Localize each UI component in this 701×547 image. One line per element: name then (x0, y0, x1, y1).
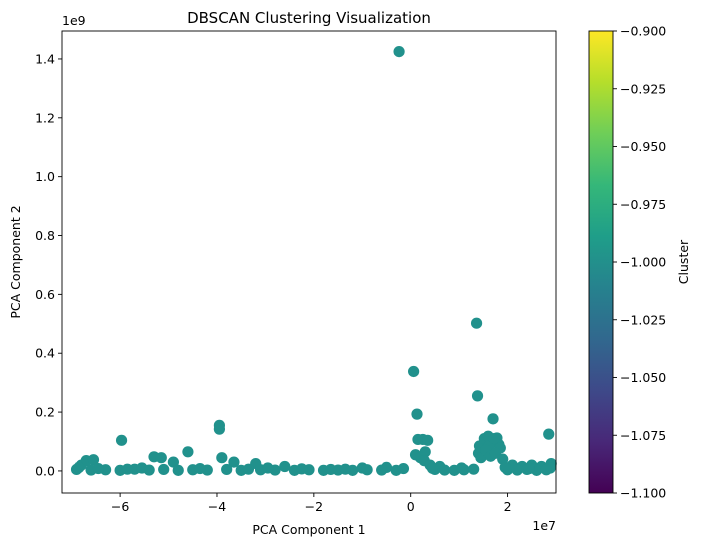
x-tick-label: −2 (305, 499, 323, 514)
data-point (136, 462, 148, 474)
data-point (339, 463, 351, 475)
data-point (158, 463, 170, 476)
colorbar-tick-label: −0.950 (620, 139, 666, 154)
x-tick-label: −6 (111, 499, 129, 514)
data-point (155, 452, 167, 464)
x-tick-label: 0 (407, 499, 415, 514)
y-tick-label: 1.0 (35, 169, 55, 184)
data-point (422, 434, 434, 446)
data-point (262, 462, 274, 474)
data-point (523, 462, 535, 475)
y-tick-label: 0.0 (35, 463, 55, 478)
data-point (361, 464, 373, 476)
data-point (213, 423, 226, 435)
data-point (87, 454, 100, 466)
colorbar-tick-label: −1.100 (620, 486, 666, 501)
data-point (543, 428, 555, 440)
data-point (487, 413, 499, 425)
colorbar-tick-label: −1.025 (620, 312, 666, 327)
x-offset-label: 1e7 (532, 518, 556, 533)
data-point (296, 463, 308, 475)
y-tick-label: 1.4 (35, 51, 55, 66)
y-tick-label: 0.6 (35, 287, 55, 302)
colorbar-tick-label: −1.000 (620, 255, 666, 270)
data-point (411, 408, 423, 420)
data-point (511, 464, 523, 476)
data-point (470, 317, 483, 329)
colorbar-tick-label: −0.925 (620, 81, 666, 96)
y-tick-label: 0.2 (35, 405, 55, 420)
data-point (468, 463, 480, 475)
data-point (279, 460, 291, 473)
data-point (408, 365, 420, 378)
colorbar-tick-label: −1.075 (620, 428, 666, 443)
data-point (228, 456, 240, 468)
data-point (325, 463, 337, 476)
colorbar-label: Cluster (676, 239, 691, 284)
data-point (397, 462, 410, 475)
scatter-points (70, 45, 557, 476)
data-point (92, 462, 104, 475)
data-point (121, 463, 133, 475)
data-point (221, 463, 233, 476)
data-point (439, 464, 451, 476)
data-point (455, 462, 468, 474)
data-point (376, 464, 388, 476)
data-point (73, 461, 85, 473)
y-tick-label: 0.4 (35, 346, 55, 361)
y-axis: 0.0 0.2 0.4 0.6 0.8 1.0 1.2 1.4 (35, 51, 62, 478)
chart-title: DBSCAN Clustering Visualization (187, 9, 431, 27)
x-tick-label: −4 (208, 499, 226, 514)
x-axis: −6 −4 −2 0 2 (111, 493, 512, 514)
data-point (194, 462, 206, 475)
colorbar-ticks: −1.100 −1.075 −1.050 −1.025 −1.000 −0.975 −0.9… (613, 24, 666, 501)
data-point (393, 45, 405, 58)
y-offset-label: 1e9 (62, 13, 86, 28)
colorbar (588, 30, 614, 494)
x-tick-label: 2 (504, 499, 512, 514)
data-point (115, 434, 128, 446)
data-point (182, 446, 194, 458)
data-point (216, 452, 228, 464)
data-point (488, 432, 500, 445)
y-tick-label: 0.8 (35, 228, 55, 243)
data-point (499, 461, 511, 473)
colorbar-tick-label: −1.050 (620, 370, 666, 385)
colorbar-tick-label: −0.975 (620, 197, 666, 212)
y-tick-label: 1.2 (35, 110, 55, 125)
data-point (540, 464, 552, 476)
data-point (242, 463, 255, 475)
plot-frame (61, 30, 557, 494)
data-point (172, 464, 184, 476)
data-point (471, 390, 484, 402)
y-axis-label: PCA Component 2 (8, 205, 23, 318)
data-point (426, 462, 439, 474)
data-point (167, 456, 179, 468)
colorbar-tick-label: −0.900 (620, 24, 666, 39)
x-axis-label: PCA Component 1 (252, 522, 365, 537)
